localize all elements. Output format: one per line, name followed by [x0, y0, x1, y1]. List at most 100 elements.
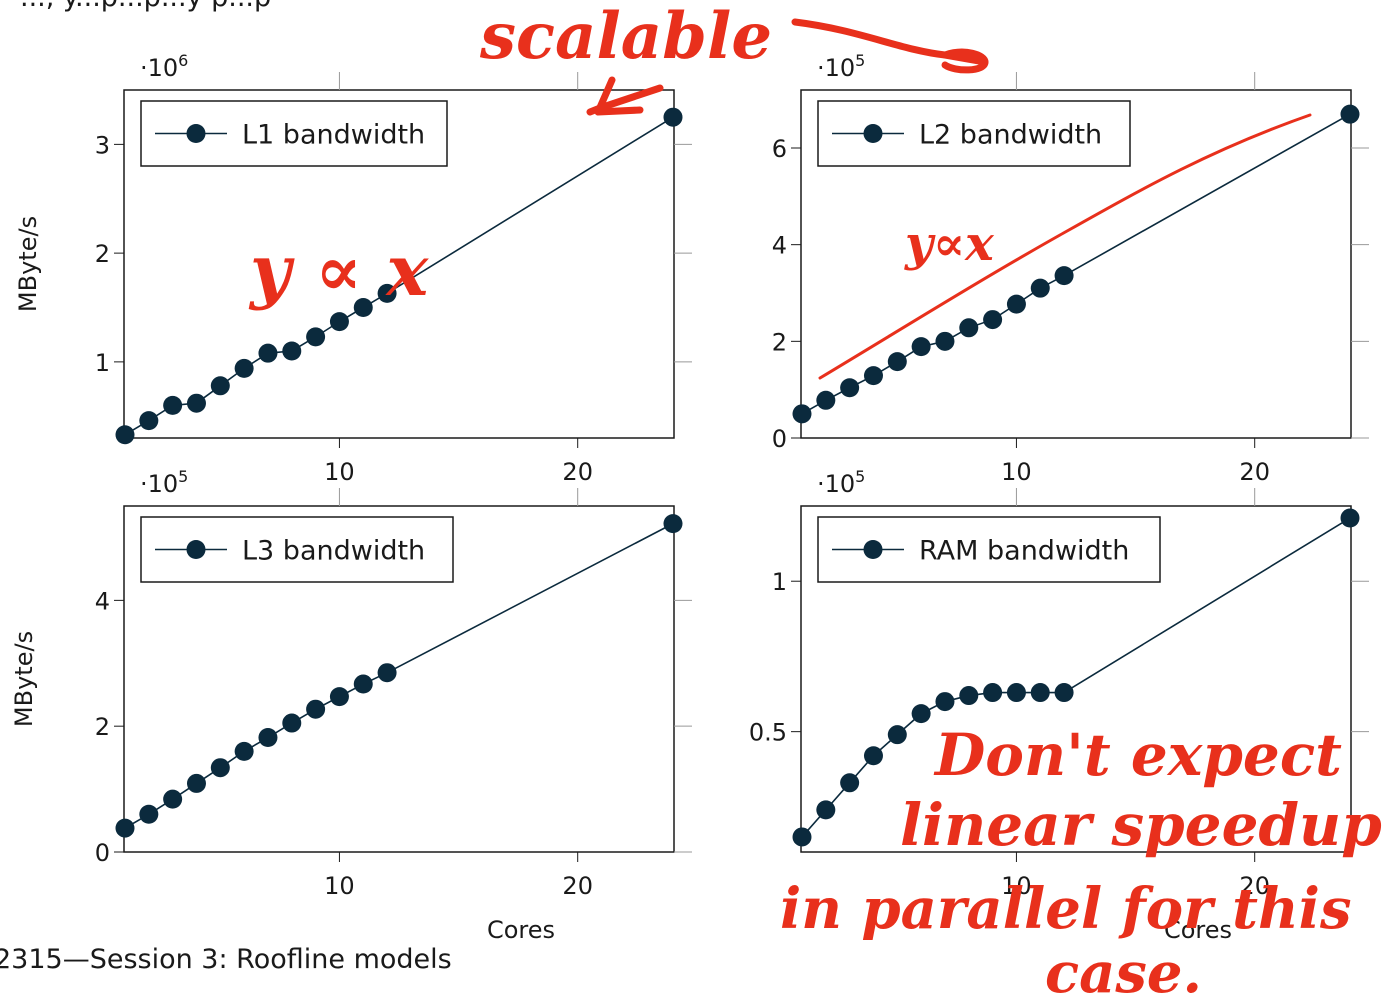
data-point [911, 337, 931, 357]
data-point [210, 758, 230, 778]
data-point [306, 699, 326, 719]
x-axis-label: Cores [1164, 916, 1232, 944]
legend-marker [863, 540, 883, 559]
data-point [258, 728, 278, 748]
y-tick-label: 0 [95, 839, 110, 867]
x-tick-label: 20 [1239, 872, 1270, 900]
data-point [911, 704, 931, 724]
y-tick-label: 2 [95, 713, 110, 741]
data-point [1054, 683, 1074, 703]
data-point [935, 692, 955, 712]
data-point [816, 800, 836, 820]
footer-session-title: 2315—Session 3: Roofline models [0, 944, 452, 975]
data-point [1340, 508, 1360, 528]
chart-panel-top-left: 10 20 1 2 3 ·106 MByte/s L1 bandwidth [14, 51, 692, 486]
data-point [863, 746, 883, 766]
x-tick-label: 10 [324, 458, 355, 486]
axis-multiplier: ·105 [140, 467, 188, 498]
data-point [377, 663, 397, 683]
data-point [959, 318, 979, 338]
legend-label: L2 bandwidth [919, 120, 1102, 151]
data-point [1030, 278, 1050, 298]
chart-panel-top-right: 10 20 0 2 4 6 ·105 L2 bandwidth [772, 51, 1369, 486]
y-tick-label: 2 [772, 328, 787, 356]
legend-label: RAM bandwidth [919, 536, 1129, 567]
y-tick-label: 4 [95, 587, 110, 615]
x-axis-label: Cores [487, 916, 555, 944]
data-point [210, 376, 230, 396]
data-point [863, 366, 883, 386]
data-point [329, 687, 349, 707]
data-point [163, 395, 183, 415]
data-point [234, 741, 254, 761]
y-tick-label: 2 [95, 240, 110, 268]
legend-marker [186, 540, 206, 559]
annotation-note-line3: in parallel for this [780, 876, 1351, 942]
data-point [115, 425, 135, 445]
annotation-note-line1: Don't expect [933, 721, 1342, 789]
data-point [115, 818, 135, 838]
data-point [163, 789, 183, 809]
data-point [186, 393, 206, 413]
y-tick-label: 0.5 [749, 719, 787, 747]
legend-marker [863, 124, 883, 143]
data-point [792, 404, 812, 424]
annotation-trend-line [818, 113, 1312, 380]
data-point [377, 283, 397, 303]
data-point [234, 358, 254, 378]
data-point [959, 686, 979, 706]
data-point [1340, 104, 1360, 124]
data-point [139, 411, 159, 431]
y-tick-label: 0 [772, 425, 787, 453]
annotation-y-prop-x-left: y ∝ x [248, 229, 429, 312]
legend-marker [186, 124, 206, 143]
data-point [840, 378, 860, 398]
legend-label: L1 bandwidth [242, 120, 425, 151]
data-point [1030, 683, 1050, 703]
data-point [887, 352, 907, 372]
x-tick-label: 20 [562, 872, 593, 900]
axis-multiplier: ·106 [140, 51, 188, 82]
chart-panel-bottom-right: 10 20 0.5 1 ·105 Cores RAM bandwidth [749, 467, 1369, 944]
y-axis-label: MByte/s [10, 631, 38, 727]
axis-multiplier: ·105 [817, 51, 865, 82]
chart-panel-bottom-left: 10 20 0 2 4 ·105 MByte/s Cores L3 bandwidth [10, 467, 692, 944]
data-point [887, 725, 907, 745]
annotation-note-line4: case. [1045, 940, 1202, 1005]
data-point [282, 341, 302, 361]
annotation-note-line2: linear speedup [900, 791, 1382, 859]
data-point [983, 683, 1003, 703]
data-point [1006, 294, 1026, 314]
data-point [353, 298, 373, 317]
data-point [306, 327, 326, 347]
data-point [935, 331, 955, 351]
axis-multiplier: ·105 [817, 467, 865, 498]
data-point [983, 310, 1003, 330]
data-point [353, 674, 373, 694]
data-point [663, 514, 683, 534]
data-point [186, 773, 206, 793]
x-tick-label: 10 [1001, 872, 1032, 900]
legend-label: L3 bandwidth [242, 536, 425, 567]
annotation-arrow-right-head [941, 48, 989, 74]
annotation-arrow-left-head [594, 76, 644, 116]
data-point [663, 107, 683, 127]
handwritten-annotations: scalable y ∝ x y∝x Don't expect linear s… [248, 0, 1382, 1005]
data-point [258, 343, 278, 363]
data-point [1054, 266, 1074, 286]
data-point [816, 390, 836, 410]
x-tick-label: 10 [324, 872, 355, 900]
data-point [792, 827, 812, 847]
data-point [840, 773, 860, 793]
x-tick-label: 20 [1239, 458, 1270, 486]
x-tick-label: 10 [1001, 458, 1032, 486]
annotation-scalable: scalable [479, 0, 772, 74]
y-tick-label: 3 [95, 131, 110, 159]
annotation-y-prop-x-right: y∝x [904, 216, 995, 272]
y-tick-label: 6 [772, 135, 787, 163]
data-point [139, 804, 159, 824]
data-point [329, 312, 349, 332]
y-axis-label: MByte/s [14, 216, 42, 312]
